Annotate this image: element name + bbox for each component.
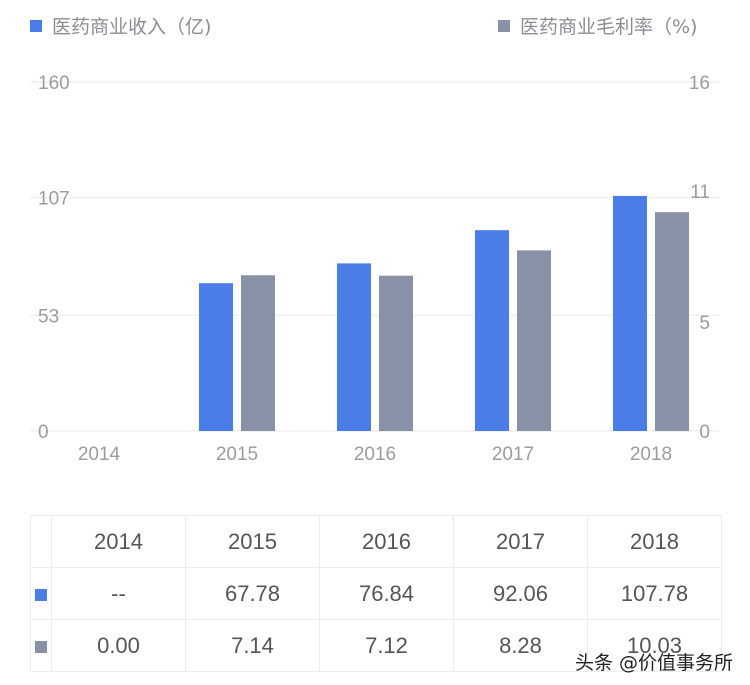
bar-margin	[379, 275, 413, 431]
x-tick-label: 2018	[630, 444, 672, 465]
x-tick-label: 2016	[354, 444, 396, 465]
x-tick-label: 2017	[492, 444, 534, 465]
series-marker	[35, 588, 47, 601]
bar-margin	[517, 250, 551, 431]
data-table: 2014 2015 2016 2017 2018 -- 67.78 76.84 …	[30, 515, 722, 672]
table-cell: 0.00	[51, 619, 186, 672]
table-cell: 76.84	[319, 567, 454, 620]
table-cell: 7.12	[319, 619, 454, 672]
table-cell: 7.14	[185, 619, 320, 672]
right-tick-label: 11	[690, 182, 710, 203]
bar-revenue	[475, 230, 509, 431]
table-cell: 8.28	[453, 619, 588, 672]
table-cell: 92.06	[453, 567, 588, 620]
bar-revenue	[337, 263, 371, 431]
legend-revenue: 医药商业收入（亿)	[30, 12, 211, 39]
table-cell: 2015	[185, 515, 320, 568]
bar-margin	[655, 212, 689, 431]
legend-swatch-margin	[498, 19, 510, 32]
right-tick-label: 0	[699, 422, 710, 443]
table-cell: 2018	[587, 515, 722, 568]
table-cell: 107.78	[587, 567, 722, 620]
legend-label: 医药商业毛利率（%)	[520, 16, 698, 38]
right-tick-label: 16	[689, 73, 710, 94]
left-tick-label: 0	[38, 422, 49, 443]
left-tick-label: 107	[38, 189, 70, 210]
legend-swatch-revenue	[30, 19, 42, 32]
bar-revenue	[613, 195, 647, 431]
x-tick-label: 2014	[78, 444, 121, 465]
watermark: 头条 @价值事务所	[575, 652, 734, 674]
legend-margin: 医药商业毛利率（%)	[498, 12, 697, 39]
table-cell: 2017	[453, 515, 588, 568]
bar-chart: 0 53 107 160 0 5 11 16 2014 2015 2016 2017 2018	[30, 73, 720, 465]
series-marker	[35, 640, 47, 653]
left-tick-label: 53	[38, 306, 59, 327]
table-header-row: 2014 2015 2016 2017 2018	[30, 515, 722, 568]
bar-margin	[241, 275, 275, 431]
table-cell: 67.78	[185, 567, 320, 620]
table-cell: 2016	[319, 515, 454, 568]
table-cell: 2014	[51, 515, 186, 568]
table-cell: 10.03	[587, 619, 722, 672]
bar-revenue	[199, 283, 233, 431]
left-tick-label: 160	[38, 73, 70, 94]
right-tick-label: 5	[699, 313, 710, 334]
table-row: 0.00 7.14 7.12 8.28 10.03	[30, 619, 722, 672]
table-cell: --	[51, 567, 186, 620]
legend-label: 医药商业收入（亿)	[52, 16, 212, 38]
x-tick-label: 2015	[216, 444, 258, 465]
table-row: -- 67.78 76.84 92.06 107.78	[30, 567, 722, 620]
